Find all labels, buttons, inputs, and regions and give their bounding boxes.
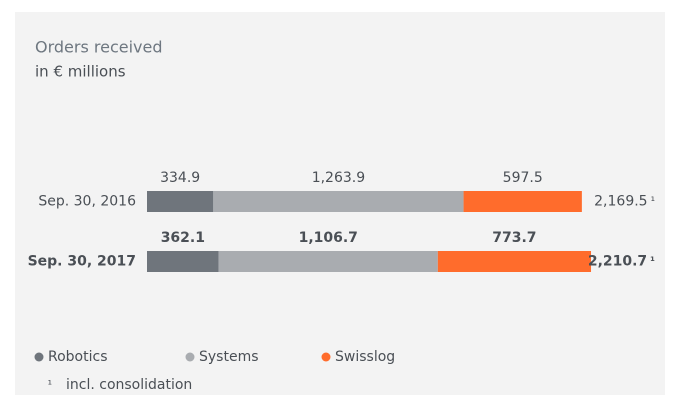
total-value: 2,210.7: [588, 254, 647, 270]
total-label: 2,210.7 ¹: [588, 254, 655, 270]
footnote-marker: ¹: [48, 378, 52, 391]
category-label: Sep. 30, 2017: [28, 254, 136, 270]
value-label: 773.7: [492, 230, 536, 246]
category-label: Sep. 30, 2016: [38, 194, 136, 210]
bar-segment: [147, 191, 214, 212]
total-marker: ¹: [650, 255, 655, 268]
legend-swatch: [185, 352, 195, 362]
chart-subtitle: in € millions: [35, 63, 126, 81]
legend-label: Robotics: [48, 349, 108, 365]
legend-label: Systems: [199, 349, 259, 365]
bar-segment: [437, 251, 592, 272]
value-label: 1,106.7: [299, 230, 358, 246]
total-marker: ¹: [651, 195, 655, 208]
bar-segment: [463, 191, 582, 212]
legend-swatch: [34, 352, 44, 362]
bar-segment: [147, 251, 219, 272]
legend-swatch: [321, 352, 331, 362]
value-label: 597.5: [503, 170, 543, 186]
total-label: 2,169.5 ¹: [594, 194, 655, 210]
legend-label: Swisslog: [335, 349, 395, 365]
chart-title: Orders received: [35, 38, 163, 57]
total-value: 2,169.5: [594, 194, 647, 210]
bar-segment: [213, 191, 464, 212]
footnote: incl. consolidation: [66, 377, 192, 393]
value-label: 362.1: [161, 230, 205, 246]
bar-segment: [218, 251, 438, 272]
value-label: 1,263.9: [312, 170, 365, 186]
value-label: 334.9: [160, 170, 200, 186]
